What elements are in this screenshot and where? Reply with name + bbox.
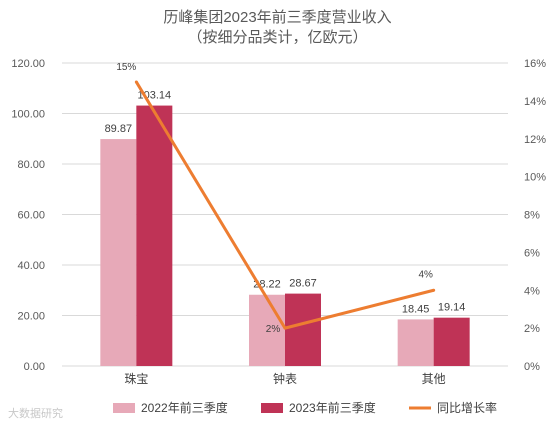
bar-value-label: 28.67 (289, 278, 317, 290)
legend-label: 同比增长率 (437, 400, 497, 415)
bar-value-label: 18.45 (402, 303, 430, 315)
bar (136, 105, 173, 366)
watermark-text: 大数据研究 (8, 408, 63, 420)
category-label: 珠宝 (124, 372, 148, 386)
chart-title: 历峰集团2023年前三季度营业收入 (163, 9, 392, 26)
left-axis-tick-label: 100.00 (11, 109, 45, 121)
legend-label: 2023年前三季度 (289, 400, 376, 415)
right-axis-tick-label: 10% (524, 172, 546, 184)
bar-value-label: 19.14 (438, 302, 466, 314)
left-axis-tick-label: 0.00 (24, 361, 45, 373)
growth-rate-point (283, 326, 287, 330)
right-axis-tick-label: 8% (524, 210, 540, 222)
bar (100, 139, 137, 366)
category-label: 其他 (422, 372, 446, 386)
chart-subtitle: （按细分品类计，亿欧元） (187, 29, 368, 46)
growth-rate-line (135, 81, 435, 330)
left-axis-tick-label: 120.00 (11, 58, 45, 70)
legend-label: 2022年前三季度 (141, 400, 228, 415)
right-axis-tick-label: 12% (524, 134, 546, 146)
left-axis-tick-label: 80.00 (17, 159, 45, 171)
left-axis-tick-label: 40.00 (17, 260, 45, 272)
right-axis-tick-label: 14% (524, 96, 546, 108)
bar (285, 293, 321, 366)
category-label: 钟表 (273, 371, 297, 386)
right-axis-tick-label: 4% (524, 285, 540, 297)
right-axis-tick-label: 2% (524, 323, 540, 335)
bar (397, 319, 434, 366)
right-axis-tick-label: 16% (524, 58, 546, 70)
right-axis-tick-label: 0% (524, 361, 540, 373)
growth-rate-label: 2% (266, 324, 281, 335)
left-axis-tick-label: 60.00 (17, 210, 45, 222)
bar-value-label: 89.87 (105, 123, 133, 135)
bar (249, 294, 285, 366)
growth-rate-label: 4% (418, 269, 433, 280)
legend-swatch (113, 403, 135, 413)
left-axis-tick-label: 20.00 (17, 311, 45, 323)
legend-swatch (261, 403, 283, 413)
growth-rate-point (134, 80, 138, 84)
right-axis-tick-label: 6% (524, 247, 540, 259)
growth-rate-label: 15% (116, 62, 136, 73)
bar (433, 317, 470, 366)
growth-rate-point (432, 288, 436, 292)
